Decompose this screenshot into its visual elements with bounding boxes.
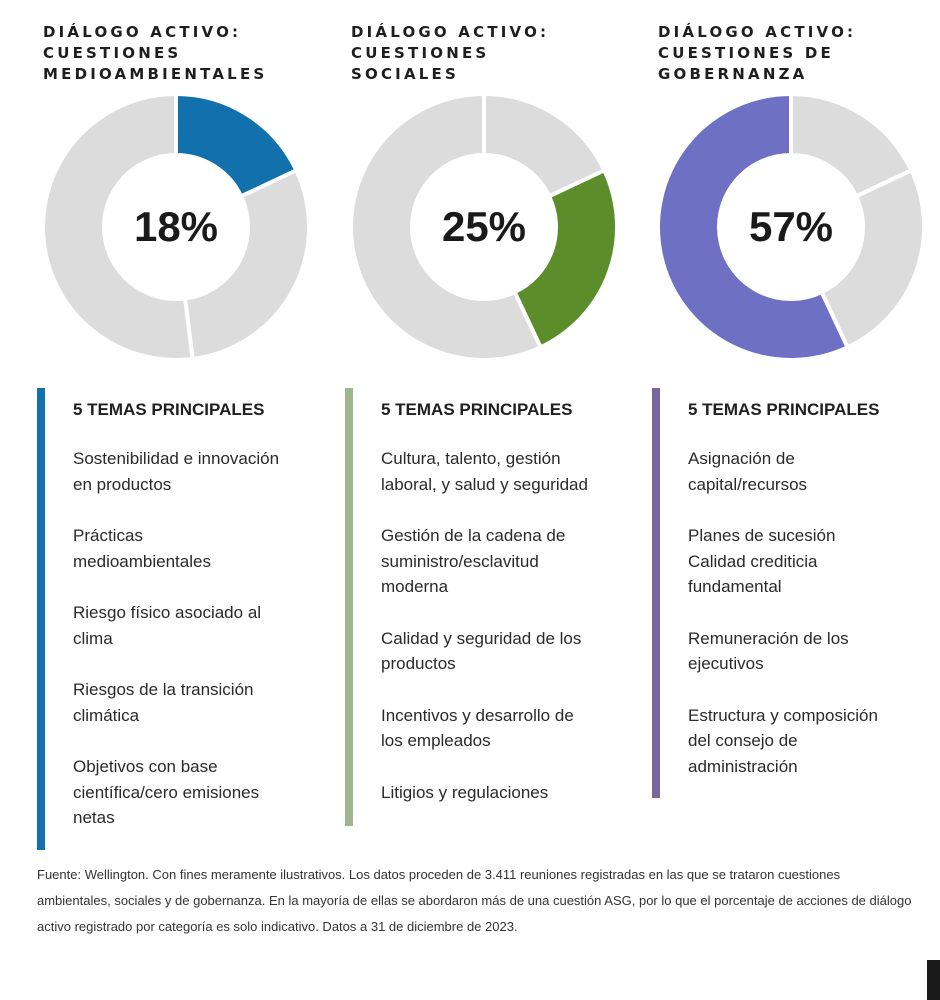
- environmental-percentage: 18%: [133, 203, 219, 250]
- environmental-topics-heading: 5 TEMAS PRINCIPALES: [73, 400, 265, 419]
- topic-item: Incentivos y desarrollo de los empleados: [381, 705, 574, 751]
- topic-item: Estructura y composición del consejo de …: [688, 705, 878, 776]
- social-chart-title: DIÁLOGO ACTIVO: CUESTIONES SOCIALES: [351, 23, 550, 83]
- topic-item: Asignación de capital/recursos: [688, 449, 808, 494]
- topic-item: Cultura, talento, gestión laboral, y sal…: [381, 449, 588, 494]
- donut-highlight-segment: [511, 167, 617, 351]
- donut-highlight-segment: [658, 94, 851, 360]
- social-donut: 25%: [351, 94, 617, 360]
- topic-item: Sostenibilidad e innovación en productos: [73, 449, 280, 494]
- topic-item: Objetivos con base científica/cero emisi…: [73, 757, 260, 827]
- environmental-topics: 5 TEMAS PRINCIPALES Sostenibilidad e inn…: [37, 388, 337, 857]
- governance-chart-title: DIÁLOGO ACTIVO: CUESTIONES DE GOBERNANZA: [658, 23, 857, 83]
- governance-donut-svg: [658, 94, 924, 360]
- governance-topics-heading: 5 TEMAS PRINCIPALES: [688, 400, 880, 419]
- governance-donut: 57%: [658, 94, 924, 360]
- environmental-chart-title: DIÁLOGO ACTIVO: CUESTIONES MEDIOAMBIENTA…: [43, 23, 268, 83]
- governance-topics: 5 TEMAS PRINCIPALES Asignación de capita…: [652, 388, 940, 805]
- environmental-accent-bar: [37, 388, 45, 850]
- social-percentage: 25%: [441, 203, 527, 250]
- governance-topic-list: Asignación de capital/recursos Planes de …: [688, 446, 940, 779]
- social-donut-svg: [351, 94, 617, 360]
- donut-remainder-segment: [818, 167, 924, 351]
- topic-item: Litigios y regulaciones: [381, 782, 549, 802]
- environmental-topic-list: Sostenibilidad e innovación en productos…: [73, 446, 333, 831]
- topic-item: Gestión de la cadena de suministro/escla…: [381, 526, 566, 596]
- social-column: DIÁLOGO ACTIVO: CUESTIONES SOCIALES 25% …: [345, 0, 645, 826]
- social-accent-bar: [345, 388, 353, 826]
- topic-item: Planes de sucesión Calidad crediticia fu…: [688, 526, 836, 596]
- governance-column: DIÁLOGO ACTIVO: CUESTIONES DE GOBERNANZA…: [652, 0, 940, 798]
- environmental-column: DIÁLOGO ACTIVO: CUESTIONES MEDIOAMBIENTA…: [37, 0, 337, 850]
- donut-remainder-segment: [182, 167, 309, 360]
- social-topics: 5 TEMAS PRINCIPALES Cultura, talento, ge…: [345, 388, 645, 831]
- topic-item: Riesgo físico asociado al clima: [73, 603, 262, 648]
- environmental-donut-svg: [43, 94, 309, 360]
- donut-remainder-segment: [351, 94, 544, 360]
- governance-percentage: 57%: [748, 203, 834, 250]
- environmental-donut: 18%: [43, 94, 309, 360]
- topic-item: Calidad y seguridad de los productos: [381, 628, 582, 674]
- topic-item: Remuneración de los ejecutivos: [688, 628, 849, 674]
- governance-accent-bar: [652, 388, 660, 798]
- donut-remainder-segment: [43, 94, 195, 360]
- topic-item: Riesgos de la transición climática: [73, 680, 254, 725]
- social-topic-list: Cultura, talento, gestión laboral, y sal…: [381, 446, 641, 805]
- corner-mark: [927, 960, 940, 1000]
- source-note: Fuente: Wellington. Con fines meramente …: [37, 867, 912, 934]
- social-topics-heading: 5 TEMAS PRINCIPALES: [381, 400, 573, 419]
- topic-item: Prácticas medioambientales: [73, 526, 211, 571]
